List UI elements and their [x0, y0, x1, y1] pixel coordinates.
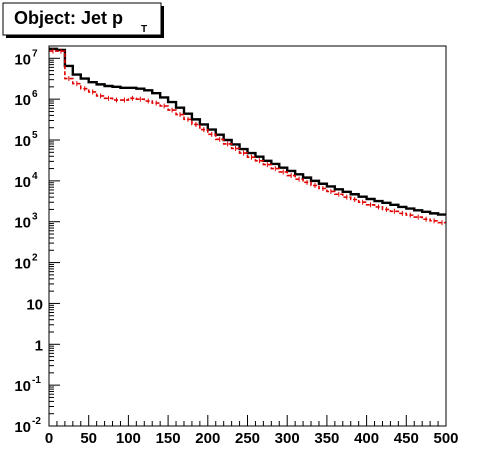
- y-tick-label: 1: [35, 337, 43, 354]
- y-tick-exponent: -1: [32, 375, 41, 386]
- chart-title-subscript: T: [141, 24, 147, 35]
- y-tick-exponent: 5: [32, 130, 38, 141]
- x-tick-label: 400: [354, 430, 379, 447]
- x-tick-label: 100: [116, 430, 141, 447]
- plot-frame: [48, 45, 447, 427]
- chart-title: Object: Jet p: [14, 8, 123, 28]
- x-tick-label: 450: [394, 430, 419, 447]
- title-frame-shadow-bottom: [6, 35, 164, 38]
- x-tick-label: 200: [195, 430, 220, 447]
- x-tick-label: 0: [45, 430, 53, 447]
- y-tick-label: 10: [26, 296, 43, 313]
- y-tick-label: 10: [14, 215, 31, 232]
- x-tick-label: 350: [314, 430, 339, 447]
- series-layer: [49, 47, 446, 226]
- y-tick-label: 10: [14, 174, 31, 191]
- y-tick-label: 10: [14, 133, 31, 150]
- title-frame-shadow: [161, 6, 164, 38]
- x-tick-label: 300: [275, 430, 300, 447]
- y-tick-label: 10: [14, 92, 31, 109]
- y-tick-label: 10: [14, 51, 31, 68]
- y-tick-exponent: -2: [32, 416, 41, 427]
- y-tick-exponent: 7: [32, 48, 38, 59]
- chart-title-box: Object: Jet p T: [2, 2, 164, 38]
- x-tick-label: 500: [433, 430, 458, 447]
- y-tick-label: 10: [14, 378, 31, 395]
- y-tick-exponent: 2: [32, 253, 38, 264]
- x-tick-label: 150: [156, 430, 181, 447]
- title-frame: [2, 2, 162, 36]
- y-tick-exponent: 3: [32, 212, 38, 223]
- y-tick-exponent: 6: [32, 89, 38, 100]
- y-tick-label: 10: [14, 256, 31, 273]
- y-tick-exponent: 4: [32, 171, 38, 182]
- x-tick-label: 250: [235, 430, 260, 447]
- x-tick-label: 50: [80, 430, 97, 447]
- y-tick-label: 10: [14, 419, 31, 436]
